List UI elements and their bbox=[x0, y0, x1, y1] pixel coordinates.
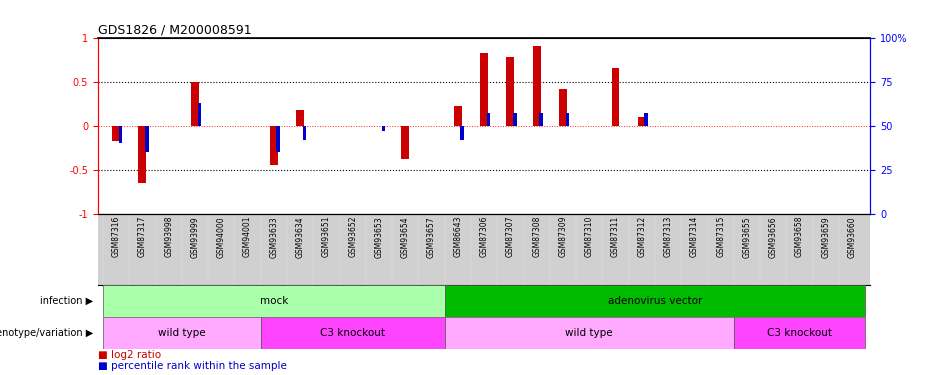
Bar bbox=[303, 126, 306, 140]
Text: ■ log2 ratio: ■ log2 ratio bbox=[98, 350, 161, 360]
Text: GSM93658: GSM93658 bbox=[795, 216, 804, 257]
Bar bbox=[513, 113, 517, 126]
Bar bbox=[533, 46, 541, 126]
Bar bbox=[270, 126, 277, 165]
Text: GSM93633: GSM93633 bbox=[269, 216, 278, 258]
Text: GSM87309: GSM87309 bbox=[559, 216, 568, 257]
Text: GSM93656: GSM93656 bbox=[769, 216, 777, 258]
Text: GSM87313: GSM87313 bbox=[664, 216, 672, 257]
Bar bbox=[197, 103, 201, 126]
Bar bbox=[734, 317, 865, 349]
Text: adenovirus vector: adenovirus vector bbox=[608, 296, 702, 306]
Text: GSM93652: GSM93652 bbox=[348, 216, 358, 257]
Bar bbox=[145, 126, 149, 152]
Text: GSM93999: GSM93999 bbox=[191, 216, 199, 258]
Text: ■ percentile rank within the sample: ■ percentile rank within the sample bbox=[98, 362, 287, 371]
Bar bbox=[139, 126, 146, 183]
Text: GSM87307: GSM87307 bbox=[506, 216, 515, 257]
Bar bbox=[539, 113, 543, 126]
Text: GSM93634: GSM93634 bbox=[296, 216, 304, 258]
Text: GSM94000: GSM94000 bbox=[217, 216, 226, 258]
Bar bbox=[401, 126, 410, 159]
Text: GSM86643: GSM86643 bbox=[453, 216, 463, 257]
Text: GSM93654: GSM93654 bbox=[400, 216, 410, 258]
Text: GSM93651: GSM93651 bbox=[322, 216, 331, 257]
Text: C3 knockout: C3 knockout bbox=[767, 328, 832, 338]
Bar bbox=[454, 106, 462, 126]
Bar bbox=[445, 317, 734, 349]
Text: GSM87311: GSM87311 bbox=[611, 216, 620, 257]
Bar bbox=[445, 285, 865, 317]
Bar bbox=[261, 317, 445, 349]
Text: GSM87315: GSM87315 bbox=[716, 216, 725, 257]
Bar bbox=[480, 53, 488, 126]
Text: GSM87312: GSM87312 bbox=[638, 216, 646, 257]
Bar bbox=[638, 117, 646, 126]
Bar bbox=[644, 113, 648, 126]
Text: GSM87310: GSM87310 bbox=[585, 216, 594, 257]
Bar bbox=[113, 126, 120, 141]
Bar bbox=[559, 88, 567, 126]
Text: GSM87317: GSM87317 bbox=[138, 216, 147, 257]
Text: GSM93655: GSM93655 bbox=[742, 216, 751, 258]
Bar bbox=[461, 126, 464, 140]
Bar bbox=[119, 126, 122, 143]
Text: GSM93657: GSM93657 bbox=[427, 216, 436, 258]
Bar bbox=[506, 57, 514, 126]
Text: wild type: wild type bbox=[565, 328, 614, 338]
Text: GSM87308: GSM87308 bbox=[533, 216, 541, 257]
Text: mock: mock bbox=[260, 296, 288, 306]
Bar bbox=[565, 113, 569, 126]
Text: GSM93998: GSM93998 bbox=[164, 216, 173, 257]
Bar bbox=[487, 113, 491, 126]
Text: C3 knockout: C3 knockout bbox=[320, 328, 385, 338]
Bar bbox=[382, 126, 385, 131]
Bar bbox=[277, 126, 280, 152]
Text: GSM94001: GSM94001 bbox=[243, 216, 252, 257]
Bar bbox=[191, 82, 199, 126]
Bar bbox=[296, 110, 304, 126]
Text: GSM87316: GSM87316 bbox=[112, 216, 121, 257]
Bar bbox=[612, 68, 619, 126]
Text: GSM93653: GSM93653 bbox=[374, 216, 384, 258]
Bar bbox=[103, 317, 261, 349]
Text: wild type: wild type bbox=[158, 328, 206, 338]
Bar bbox=[103, 285, 445, 317]
Text: GSM93660: GSM93660 bbox=[847, 216, 857, 258]
Text: GSM87306: GSM87306 bbox=[479, 216, 489, 257]
Text: GSM87314: GSM87314 bbox=[690, 216, 699, 257]
Text: GDS1826 / M200008591: GDS1826 / M200008591 bbox=[98, 23, 251, 36]
Text: infection ▶: infection ▶ bbox=[40, 296, 93, 306]
Text: GSM93659: GSM93659 bbox=[821, 216, 830, 258]
Text: genotype/variation ▶: genotype/variation ▶ bbox=[0, 328, 93, 338]
